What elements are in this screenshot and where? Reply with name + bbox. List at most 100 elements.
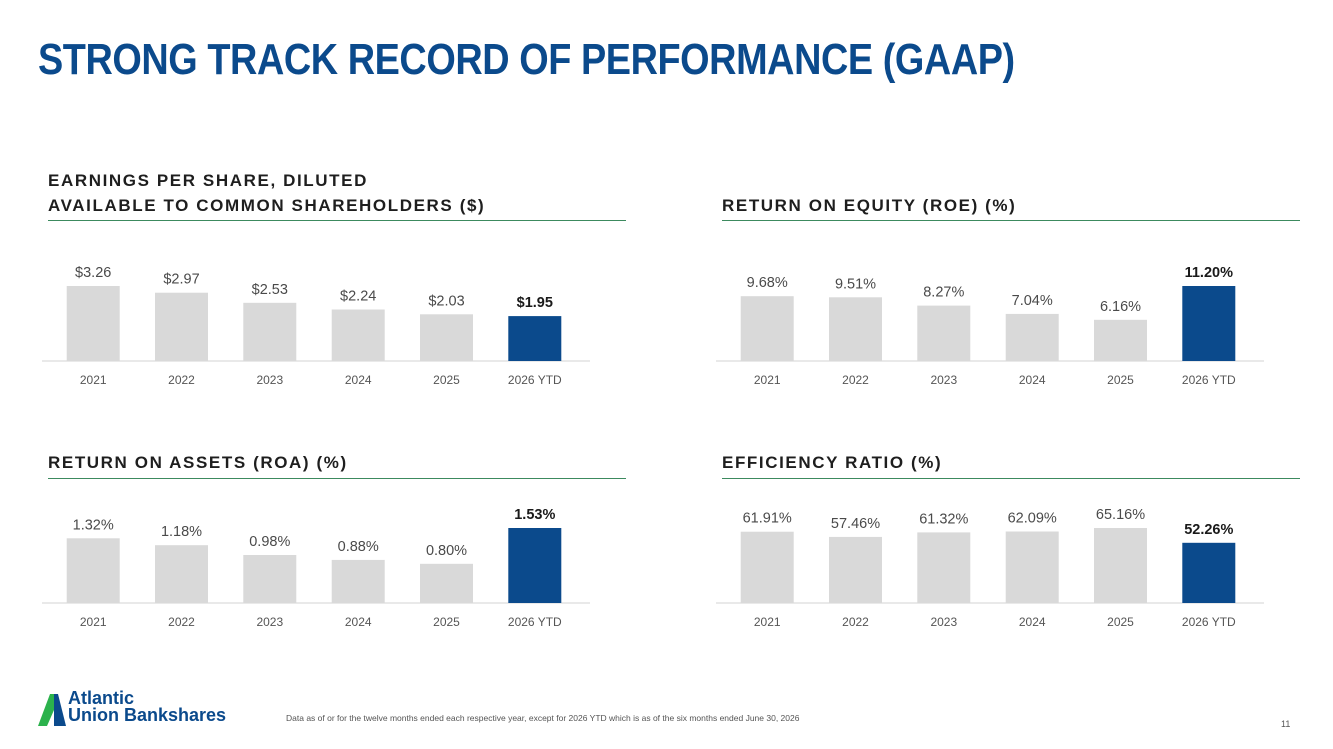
roa-panel: RETURN ON ASSETS (ROA) (%) 1.32% 2021 1.18… <box>42 450 626 640</box>
logo-wordmark: Atlantic Union Bankshares <box>68 688 227 725</box>
efficiency-tick-label-0: 2021 <box>754 615 781 629</box>
roe-value-label-3: 7.04% <box>1012 293 1053 309</box>
roa-bar-2 <box>243 555 297 603</box>
roa-tick-label-3: 2024 <box>345 615 372 629</box>
efficiency-tick-label-4: 2025 <box>1107 615 1134 629</box>
roe-tick-label-4: 2025 <box>1107 373 1134 387</box>
roa-value-label-0: 1.32% <box>73 517 114 533</box>
eps-value-label-0: $3.26 <box>75 265 111 281</box>
roe-value-label-2: 8.27% <box>923 285 964 301</box>
eps-title-rule <box>48 220 626 221</box>
roa-tick-label-2: 2023 <box>256 615 283 629</box>
roa-value-label-1: 1.18% <box>161 524 202 540</box>
efficiency-title-line-1: EFFICIENCY RATIO (%) <box>722 453 943 472</box>
roa-tick-label-1: 2022 <box>168 615 195 629</box>
logo-mark-icon <box>38 694 66 726</box>
eps-value-label-5: $1.95 <box>517 295 553 311</box>
roe-value-label-1: 9.51% <box>835 276 876 292</box>
logo-line-2: Union Bankshares <box>68 705 227 725</box>
eps-value-label-2: $2.53 <box>252 282 288 298</box>
efficiency-bar-1 <box>829 536 882 603</box>
efficiency-bar-5 <box>1182 542 1236 603</box>
roa-bar-1 <box>155 545 208 603</box>
efficiency-value-label-1: 57.46% <box>831 516 880 532</box>
roe-tick-label-2: 2023 <box>930 373 957 387</box>
eps-bar-0 <box>66 286 120 361</box>
roe-bar-chart: 9.68% 2021 9.51% 2022 8.27% 2023 7.04% 2024 6.16… <box>716 265 1264 387</box>
efficiency-value-label-2: 61.32% <box>919 511 968 527</box>
roa-tick-label-4: 2025 <box>433 615 460 629</box>
efficiency-title-rule <box>722 478 1300 479</box>
efficiency-value-label-0: 61.91% <box>743 511 792 527</box>
roa-bar-0 <box>66 538 120 603</box>
efficiency-bar-3 <box>1005 531 1059 603</box>
efficiency-value-label-5: 52.26% <box>1184 522 1233 538</box>
roe-value-label-0: 9.68% <box>747 275 788 291</box>
roa-title-rule <box>48 478 626 479</box>
roa-bar-5 <box>508 528 562 603</box>
roe-bar-3 <box>1005 313 1059 361</box>
efficiency-panel: EFFICIENCY RATIO (%) 61.91% 2021 57.46% 202… <box>716 450 1300 640</box>
eps-tick-label-2: 2023 <box>256 373 283 387</box>
eps-value-label-1: $2.97 <box>163 272 199 288</box>
roe-title-rule <box>722 220 1300 221</box>
roe-bar-5 <box>1182 286 1236 361</box>
eps-value-label-4: $2.03 <box>428 293 464 309</box>
eps-bar-3 <box>331 309 385 361</box>
eps-title-line-2: AVAILABLE TO COMMON SHAREHOLDERS ($) <box>48 196 486 215</box>
roe-title-line-1: RETURN ON EQUITY (ROE) (%) <box>722 196 1017 215</box>
eps-bar-4 <box>420 314 473 361</box>
roe-chart-title: RETURN ON EQUITY (ROE) (%) <box>722 193 1300 218</box>
efficiency-bar-chart: 61.91% 2021 57.46% 2022 61.32% 2023 62.09% 2024… <box>716 507 1264 629</box>
eps-panel: EARNINGS PER SHARE, DILUTED AVAILABLE TO… <box>42 168 626 398</box>
eps-chart-title: EARNINGS PER SHARE, DILUTED AVAILABLE TO… <box>48 168 626 218</box>
logo-line-1: Atlantic <box>68 688 135 708</box>
eps-tick-label-4: 2025 <box>433 373 460 387</box>
eps-tick-label-1: 2022 <box>168 373 195 387</box>
roa-bar-chart: 1.32% 2021 1.18% 2022 0.98% 2023 0.88% 2024 0.80… <box>42 507 590 629</box>
efficiency-value-label-3: 62.09% <box>1008 511 1057 527</box>
eps-tick-label-0: 2021 <box>80 373 107 387</box>
efficiency-bar-2 <box>917 532 971 603</box>
efficiency-bar-4 <box>1094 528 1147 603</box>
roa-bar-3 <box>331 559 385 603</box>
roa-value-label-5: 1.53% <box>514 507 555 523</box>
eps-bar-5 <box>508 316 562 361</box>
company-logo: Atlantic Union Bankshares <box>38 688 268 730</box>
eps-tick-label-5: 2026 YTD <box>508 373 562 387</box>
roa-tick-label-5: 2026 YTD <box>508 615 562 629</box>
efficiency-bar-0 <box>740 531 794 603</box>
roe-tick-label-5: 2026 YTD <box>1182 373 1236 387</box>
efficiency-tick-label-1: 2022 <box>842 615 869 629</box>
roe-value-label-5: 11.20% <box>1185 265 1233 281</box>
efficiency-tick-label-5: 2026 YTD <box>1182 615 1236 629</box>
roa-chart-title: RETURN ON ASSETS (ROA) (%) <box>48 450 626 475</box>
roe-bar-1 <box>829 297 882 361</box>
roe-panel: RETURN ON EQUITY (ROE) (%) 9.68% 2021 9.51… <box>716 168 1300 398</box>
eps-bar-2 <box>243 302 297 361</box>
roe-bar-2 <box>917 305 971 361</box>
roe-bar-0 <box>740 296 794 361</box>
eps-value-label-3: $2.24 <box>340 289 376 305</box>
roe-value-label-4: 6.16% <box>1100 299 1141 315</box>
efficiency-tick-label-2: 2023 <box>930 615 957 629</box>
efficiency-chart-title: EFFICIENCY RATIO (%) <box>722 450 1300 475</box>
roa-bar-4 <box>420 563 473 603</box>
roe-tick-label-0: 2021 <box>754 373 781 387</box>
eps-bar-chart: $3.26 2021 $2.97 2022 $2.53 2023 $2.24 2024 $2.0… <box>42 265 590 387</box>
efficiency-value-label-4: 65.16% <box>1096 507 1145 523</box>
roe-tick-label-3: 2024 <box>1019 373 1046 387</box>
roa-title-line-1: RETURN ON ASSETS (ROA) (%) <box>48 453 348 472</box>
efficiency-tick-label-3: 2024 <box>1019 615 1046 629</box>
eps-bar-1 <box>155 292 208 361</box>
roe-bar-4 <box>1094 319 1147 362</box>
roa-tick-label-0: 2021 <box>80 615 107 629</box>
roe-tick-label-1: 2022 <box>842 373 869 387</box>
eps-tick-label-3: 2024 <box>345 373 372 387</box>
roa-value-label-3: 0.88% <box>338 539 379 555</box>
page-number: 11 <box>1281 719 1291 729</box>
eps-title-line-1: EARNINGS PER SHARE, DILUTED <box>48 171 368 190</box>
page-title: STRONG TRACK RECORD OF PERFORMANCE (GAAP… <box>38 35 1015 84</box>
footnote: Data as of or for the twelve months ende… <box>286 713 800 723</box>
roa-value-label-4: 0.80% <box>426 543 467 559</box>
